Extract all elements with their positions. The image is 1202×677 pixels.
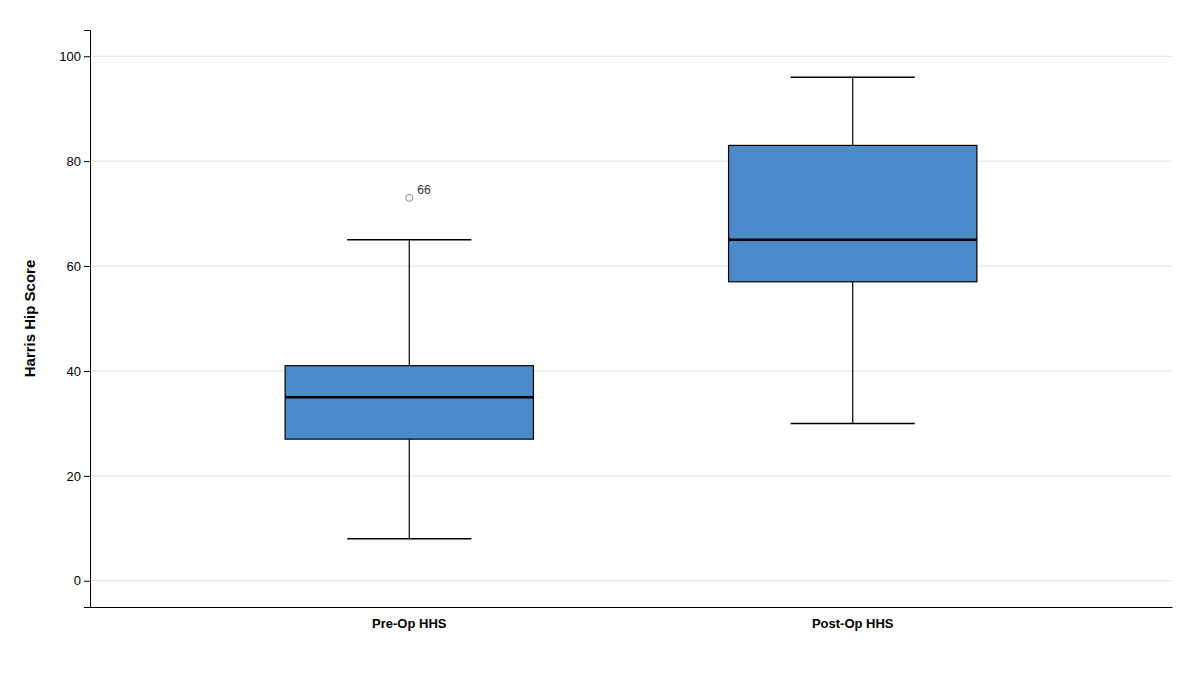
- y-tick-label: 0: [74, 573, 81, 588]
- x-tick-label: Post-Op HHS: [812, 616, 894, 631]
- flier: [406, 194, 413, 201]
- box-group: [729, 77, 977, 423]
- annotation: 66: [417, 183, 431, 197]
- y-tick-label: 40: [67, 364, 81, 379]
- x-tick: Pre-Op HHS: [372, 607, 447, 631]
- y-tick: 20: [67, 469, 90, 484]
- cap: [791, 76, 915, 78]
- cap: [791, 423, 915, 425]
- y-axis-title: Harris Hip Score: [21, 260, 38, 378]
- marks: [285, 77, 977, 539]
- y-tick: 40: [67, 364, 90, 379]
- whisker: [409, 240, 410, 366]
- x-axis-line: [91, 607, 1173, 608]
- grid-line: [90, 475, 1172, 476]
- chart: 0 20 40 60 80 100 Pre-Op HHS Post-Op HHS 66 Harri…: [0, 0, 1202, 677]
- y-tick-label: 60: [67, 259, 81, 274]
- x-axis: Pre-Op HHS Post-Op HHS: [91, 607, 1173, 631]
- y-tick-mark: [84, 581, 90, 582]
- y-axis: 0 20 40 60 80 100: [59, 31, 90, 608]
- median: [729, 239, 977, 242]
- grid-line: [90, 161, 1172, 162]
- y-tick-label: 100: [59, 49, 81, 64]
- y-tick-mark: [84, 476, 90, 477]
- box: [729, 145, 977, 281]
- y-tick-label: 80: [67, 154, 81, 169]
- cap: [347, 538, 471, 540]
- grid-line: [90, 56, 1172, 57]
- grid: [90, 56, 1172, 581]
- y-tick: 0: [74, 573, 90, 588]
- x-tick-label: Pre-Op HHS: [372, 616, 447, 631]
- y-tick-mark: [84, 266, 90, 267]
- cap: [347, 239, 471, 241]
- median: [285, 396, 533, 399]
- whisker: [409, 439, 410, 539]
- x-tick: Post-Op HHS: [812, 607, 894, 631]
- y-tick-mark: [84, 56, 90, 57]
- y-tick-label: 20: [67, 469, 81, 484]
- y-tick: 80: [67, 154, 90, 169]
- y-tick: 100: [59, 49, 90, 64]
- grid-line: [90, 370, 1172, 371]
- y-tick-mark: [84, 371, 90, 372]
- grid-line: [90, 580, 1172, 581]
- plot: 0 20 40 60 80 100 Pre-Op HHS Post-Op HHS 66: [59, 31, 1172, 632]
- box-group: [285, 194, 533, 538]
- box: [285, 366, 533, 439]
- y-axis-line: [84, 31, 91, 608]
- y-tick: 60: [67, 259, 90, 274]
- y-tick-mark: [84, 161, 90, 162]
- whisker: [852, 282, 853, 424]
- grid-line: [90, 266, 1172, 267]
- whisker: [852, 77, 853, 145]
